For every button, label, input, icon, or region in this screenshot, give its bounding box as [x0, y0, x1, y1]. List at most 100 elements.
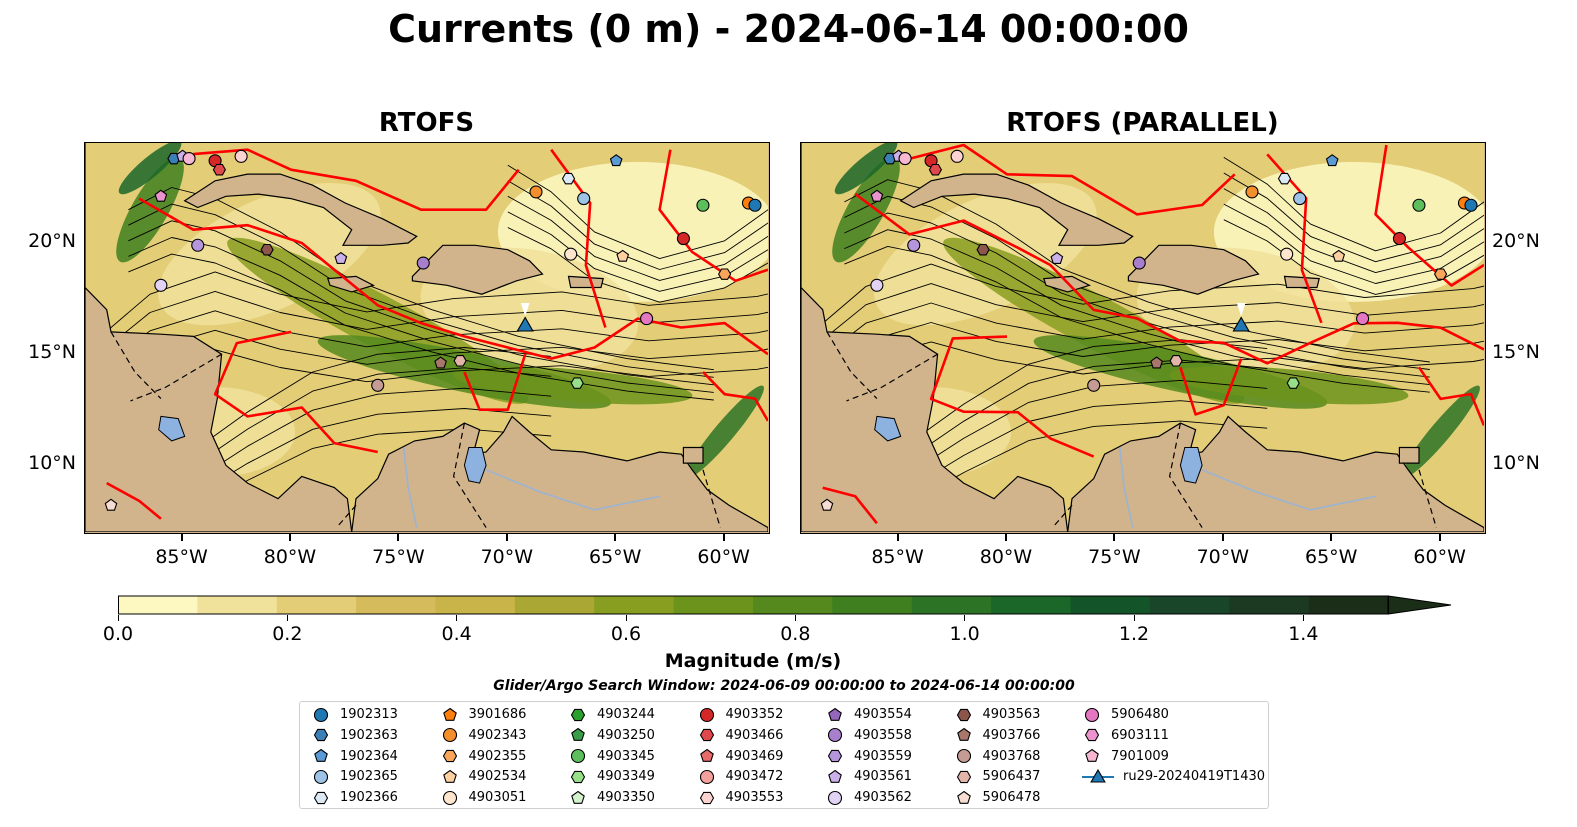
streamline	[507, 195, 768, 281]
land-cuba	[899, 173, 1134, 246]
longitude-tick-label: 80°W	[979, 546, 1033, 568]
argo-float-marker	[1277, 172, 1292, 185]
argo-float-marker	[154, 278, 168, 292]
legend-label: 4903563	[982, 707, 1041, 722]
colorbar-bin	[594, 596, 675, 614]
legend-marker	[828, 707, 842, 721]
colorbar-extend-arrow	[1387, 595, 1452, 615]
front-contour-line	[193, 148, 520, 211]
legend-label: 5906478	[982, 790, 1041, 806]
country-border	[702, 469, 721, 528]
legend-entry: 1902313	[310, 704, 398, 725]
legend-marker	[956, 749, 971, 764]
glider-heading-arrow	[520, 303, 530, 317]
legend-label: 5906437	[982, 769, 1041, 785]
argo-float-marker	[696, 198, 710, 212]
colorbar-bin	[1070, 596, 1151, 614]
legend-entry: 4903244	[567, 704, 655, 725]
colorbar-bin	[673, 596, 754, 614]
legend-entry: 1902365	[310, 766, 398, 787]
longitude-tick-mark	[896, 534, 899, 541]
argo-float-marker	[334, 251, 348, 264]
lake-maracaibo	[1179, 447, 1203, 484]
legend-entry: 6903111	[1081, 725, 1169, 746]
argo-float-marker	[529, 185, 543, 199]
legend-marker	[699, 707, 714, 722]
country-border	[1418, 469, 1437, 528]
inflow-jet	[1401, 385, 1480, 479]
legend-marker	[699, 791, 714, 804]
legend-label: 4902343	[468, 727, 527, 743]
land-hispaniola	[411, 244, 544, 295]
legend-marker	[442, 707, 457, 721]
legend-label: 3901686	[468, 707, 527, 722]
legend-entry: 4902343	[439, 725, 527, 746]
longitude-tick-mark	[1330, 534, 1333, 541]
argo-float-marker	[182, 152, 196, 166]
argo-float-marker	[453, 355, 467, 367]
country-border	[1052, 504, 1073, 528]
yucatan-current	[834, 143, 898, 195]
legend-marker	[1085, 748, 1099, 762]
colorbar-tick-mark	[286, 615, 288, 621]
legend-label: 4903469	[725, 748, 784, 764]
argo-float-marker	[434, 356, 447, 369]
colorbar-bin	[276, 596, 357, 614]
lake-maracaibo	[463, 447, 487, 484]
legend-entry: 4903561	[824, 766, 912, 787]
legend-label: 4903472	[725, 769, 784, 785]
yucatan-current	[118, 143, 182, 195]
argo-float-marker	[1293, 192, 1307, 206]
longitude-tick-label: 75°W	[372, 546, 425, 568]
streamline	[507, 180, 768, 270]
argo-float-marker	[260, 243, 274, 256]
legend-label: 4902355	[468, 748, 527, 764]
colorbar-bin	[1308, 596, 1389, 614]
legend-marker	[956, 708, 971, 721]
legend-entry: 4903554	[824, 704, 912, 725]
longitude-tick-label: 85°W	[155, 546, 208, 568]
colorbar-tick-mark	[117, 615, 119, 621]
streamline	[204, 347, 552, 444]
colorbar-tick-label: 0.8	[780, 623, 811, 645]
legend-label: 5906480	[1111, 707, 1169, 722]
front-contour-line	[1417, 366, 1484, 426]
legend-entry: 4903466	[696, 725, 783, 746]
glider-heading-arrow	[1236, 303, 1246, 317]
longitude-tick-mark	[180, 534, 183, 541]
legend-entry: 4903469	[696, 746, 784, 767]
longitude-tick-label: 60°W	[697, 546, 750, 568]
longitude-tick-mark	[1438, 534, 1441, 541]
argo-float-marker	[1286, 377, 1300, 389]
legend-label: 4903559	[854, 748, 912, 764]
streamline	[844, 245, 1430, 393]
streamline	[844, 212, 1430, 378]
colorbar-tick-mark	[964, 615, 966, 621]
colorbar-tick-label: 0.0	[102, 623, 134, 645]
argo-float-marker	[104, 498, 118, 511]
land-puerto-rico	[1283, 275, 1320, 289]
legend-label: ru29-20240419T1430	[1123, 769, 1266, 785]
legend-entry: 1902363	[310, 725, 398, 746]
streamline	[128, 253, 714, 401]
legend-label: 4903352	[725, 707, 784, 722]
argo-float-marker	[1150, 356, 1163, 369]
legend-entry: 1902364	[310, 746, 398, 767]
colorbar-bin	[118, 596, 198, 614]
argo-float-marker	[1050, 251, 1064, 264]
legend-label: 4903553	[725, 790, 784, 806]
longitude-tick-label: 65°W	[1304, 546, 1358, 568]
longitude-tick-mark	[722, 534, 725, 541]
longitude-tick-label: 85°W	[871, 546, 924, 568]
land-puerto-rico	[567, 275, 604, 289]
longitude-tick-mark	[397, 534, 400, 541]
legend-marker	[442, 728, 457, 743]
legend-entry: 4903558	[824, 725, 912, 746]
colorbar-bin	[753, 596, 833, 614]
land-central-america	[801, 143, 1069, 532]
land-trinidad	[1398, 446, 1420, 464]
latitude-tick-label: 20°N	[1492, 230, 1540, 253]
argo-float-marker	[371, 378, 385, 392]
longitude-tick-mark	[1113, 534, 1116, 541]
argo-float-marker	[1245, 185, 1259, 199]
